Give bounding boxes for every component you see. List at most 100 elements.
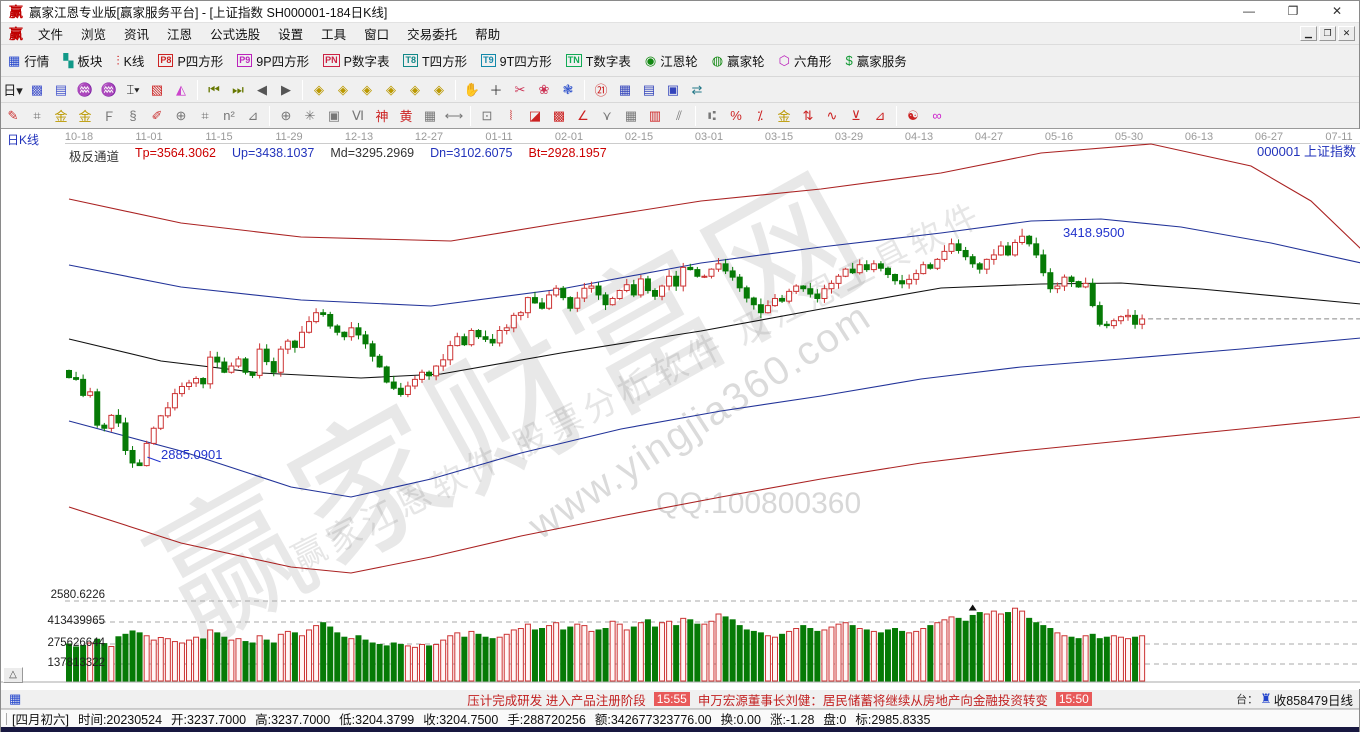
- gold-section-2-icon[interactable]: 金: [78, 109, 92, 124]
- menu-item-6[interactable]: 工具: [321, 28, 347, 42]
- hand-tool-icon[interactable]: ✋: [463, 81, 481, 97]
- menu-item-9[interactable]: 帮助: [475, 28, 501, 42]
- grid-b-icon[interactable]: ▦: [624, 107, 638, 123]
- color-mountain-icon[interactable]: ◭: [176, 81, 186, 97]
- save-disk-icon[interactable]: ▣: [666, 81, 680, 97]
- menu-item-0[interactable]: 文件: [38, 28, 64, 42]
- calendar-21-icon[interactable]: ㉑: [594, 83, 608, 98]
- box-select-icon[interactable]: ⊡: [481, 107, 493, 123]
- huang-tool-icon[interactable]: 黄: [399, 109, 413, 124]
- toolbar-button-9p-square[interactable]: P9 9P四方形: [230, 48, 316, 73]
- minimize-button[interactable]: —: [1243, 4, 1255, 18]
- roman-six-icon[interactable]: Ⅵ: [352, 107, 364, 123]
- crosshair-tool-icon[interactable]: ＋: [489, 83, 503, 98]
- hatch-tool-icon[interactable]: ⌗: [201, 107, 209, 123]
- infinity-icon[interactable]: ∞: [932, 108, 942, 123]
- scissors-tool-icon[interactable]: ✂: [514, 81, 526, 97]
- menu-item-1[interactable]: 浏览: [81, 28, 107, 42]
- mdi-close-button[interactable]: ✕: [1338, 26, 1355, 41]
- prev-bar-icon[interactable]: ◀: [257, 81, 267, 97]
- calculator-icon[interactable]: ▦: [618, 81, 632, 97]
- angle-ruler-icon[interactable]: ⊿: [247, 107, 259, 123]
- gann-grid-icon[interactable]: ⌗: [33, 107, 41, 123]
- mdi-minimize-button[interactable]: ▁: [1300, 26, 1317, 41]
- gold-section-1-icon[interactable]: 金: [54, 109, 68, 124]
- shaded-grid-icon[interactable]: ▩: [552, 107, 566, 123]
- n-squared-icon[interactable]: n²: [223, 108, 235, 123]
- toolbar-button-p-square[interactable]: P8 P四方形: [151, 48, 230, 73]
- square-box-icon[interactable]: ▣: [327, 107, 341, 123]
- menu-item-4[interactable]: 公式选股: [210, 28, 261, 42]
- gold-circle-icon[interactable]: 金: [777, 109, 791, 124]
- grid-c-icon[interactable]: ▥: [648, 107, 662, 123]
- diamond-up-icon[interactable]: ◈: [410, 81, 420, 97]
- kline-period-label[interactable]: 日K线: [7, 133, 40, 147]
- ticker-news-2[interactable]: 申万宏源董事长刘健：居民储蓄将继续从房地产向金融投资转变: [697, 693, 1048, 708]
- diamond-left-icon[interactable]: ◈: [314, 81, 324, 97]
- percent-icon[interactable]: %: [730, 108, 742, 123]
- spiral-tool-icon[interactable]: §: [129, 108, 137, 123]
- star-rays-icon[interactable]: ✳: [304, 107, 316, 123]
- mdi-restore-button[interactable]: ❐: [1319, 26, 1336, 41]
- updown-arrows-icon[interactable]: ⇅: [802, 107, 814, 123]
- toolbar-button-9t-square[interactable]: T9 9T四方形: [474, 48, 559, 73]
- toolbar-button-hexagon[interactable]: ⬡ 六角形: [772, 48, 839, 73]
- ticker-grid-icon[interactable]: ▦: [9, 691, 22, 706]
- rays-tool-icon[interactable]: ⦚: [509, 107, 513, 123]
- ticker-news-1[interactable]: 压计完成研发 进入产品注册阶段: [467, 693, 646, 708]
- diamond-collapse-icon[interactable]: ◈: [386, 81, 396, 97]
- shaded-square-icon[interactable]: ◪: [528, 107, 542, 123]
- diamond-expand-icon[interactable]: ◈: [362, 81, 372, 97]
- gann-center-icon[interactable]: ⊕: [280, 107, 292, 123]
- pencil-red-icon[interactable]: ✐: [151, 107, 163, 123]
- pencil-tool-icon[interactable]: ✎: [7, 107, 19, 123]
- menu-item-8[interactable]: 交易委托: [407, 28, 458, 42]
- toolbar-button-winner-service[interactable]: $ 赢家服务: [838, 48, 913, 73]
- wave-3-icon[interactable]: ♒: [76, 81, 94, 97]
- compass-tool-icon[interactable]: ⊕: [175, 107, 187, 123]
- wave-9-icon[interactable]: ♒: [100, 81, 118, 97]
- toolbar-button-gann-wheel[interactable]: ◉ 江恩轮: [638, 48, 705, 73]
- pane-expand-button[interactable]: △: [3, 667, 23, 683]
- menu-item-3[interactable]: 江恩: [167, 28, 193, 42]
- menu-item-7[interactable]: 窗口: [364, 28, 390, 42]
- last-bar-icon[interactable]: ⏭: [232, 81, 244, 97]
- flower-tool-icon[interactable]: ❀: [538, 81, 550, 97]
- fork-line-icon[interactable]: ⋎: [602, 107, 612, 123]
- parallel-lines-icon[interactable]: ⫽: [676, 107, 682, 123]
- toolbar-button-kline[interactable]: ⫶ K线: [109, 48, 151, 73]
- menu-item-5[interactable]: 设置: [278, 28, 304, 42]
- angle-line-icon[interactable]: ∠: [577, 107, 589, 123]
- pattern-grid-icon[interactable]: ▩: [30, 81, 44, 97]
- next-bar-icon[interactable]: ▶: [281, 81, 291, 97]
- toolbar-button-t-number-table[interactable]: TN T数字表: [559, 48, 638, 73]
- brain-tool-icon[interactable]: ❃: [562, 81, 574, 97]
- toolbar-button-p-number-table[interactable]: PN P数字表: [316, 48, 396, 73]
- close-button[interactable]: ✕: [1331, 4, 1343, 18]
- info-list-icon[interactable]: ▤: [54, 81, 68, 97]
- restore-button[interactable]: ❐: [1287, 4, 1299, 18]
- fibo-f-icon[interactable]: Ｆ: [102, 109, 116, 124]
- menu-item-2[interactable]: 资讯: [124, 28, 150, 42]
- toolbar-button-winner-wheel[interactable]: ◍ 赢家轮: [705, 48, 772, 73]
- stats-list-icon[interactable]: ⑆: [708, 108, 716, 123]
- taiji-icon[interactable]: ☯: [907, 107, 919, 123]
- dense-grid-icon[interactable]: ▦: [423, 107, 437, 123]
- pattern-red-icon[interactable]: ▧: [150, 81, 164, 97]
- toolbar-button-t-square[interactable]: T8 T四方形: [396, 48, 474, 73]
- j-angle-icon[interactable]: ⊻: [851, 107, 861, 123]
- width-tool-icon[interactable]: ⟷: [444, 107, 464, 123]
- candle-style-dropdown-icon[interactable]: ⌶▾: [126, 81, 140, 97]
- notes-icon[interactable]: ▤: [642, 81, 656, 97]
- percent-line-icon[interactable]: ⁒: [757, 107, 763, 123]
- wave-line-icon[interactable]: ∿: [826, 107, 838, 123]
- symbol-header[interactable]: 000001 上证指数: [1257, 141, 1356, 160]
- period-day-dropdown-icon[interactable]: 日▾: [3, 83, 23, 98]
- diamond-right-icon[interactable]: ◈: [338, 81, 348, 97]
- shen-tool-icon[interactable]: 神: [375, 109, 389, 124]
- export-icon[interactable]: ⇄: [691, 81, 703, 97]
- toolbar-button-sectors[interactable]: ▚ 板块: [56, 48, 109, 73]
- candlestick-chart[interactable]: 10-18 11-01 11-15 11-29 12-13 12-27 01-11 02-01…: [1, 129, 1360, 689]
- diamond-down-icon[interactable]: ◈: [434, 81, 444, 97]
- first-bar-icon[interactable]: ⏮: [208, 81, 220, 97]
